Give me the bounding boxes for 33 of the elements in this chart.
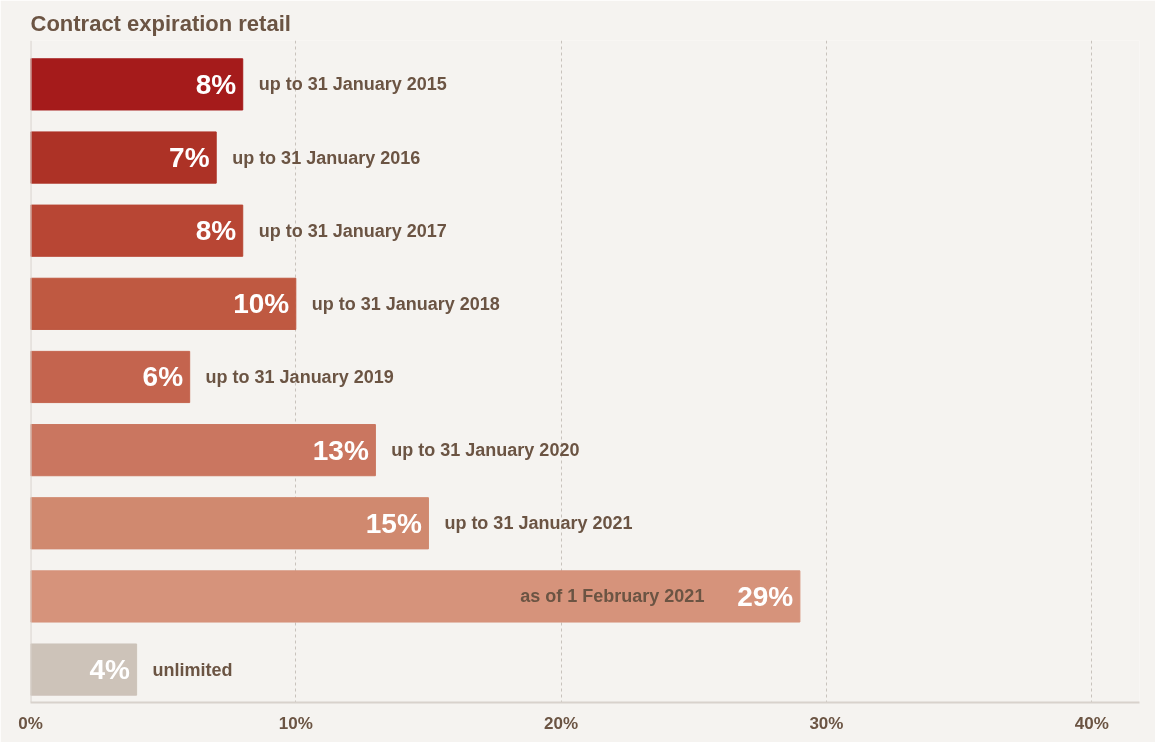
x-tick-label: 30% xyxy=(809,713,844,733)
bar xyxy=(30,204,244,257)
bar xyxy=(30,131,217,184)
data-label: 6% xyxy=(142,361,184,393)
y-tick-label: up to 31 January 2015 xyxy=(258,74,447,95)
data-label: 10% xyxy=(233,288,290,320)
x-tick-label: 0% xyxy=(18,713,43,733)
data-label: 15% xyxy=(365,507,422,539)
data-label: 8% xyxy=(195,215,237,247)
bar xyxy=(30,643,138,696)
y-tick-label: up to 31 January 2019 xyxy=(205,366,394,387)
y-tick-label: up to 31 January 2018 xyxy=(311,293,500,314)
y-tick-label: unlimited xyxy=(152,659,233,680)
x-tick-label: 10% xyxy=(278,713,313,733)
y-tick-label: as of 1 February 2021 xyxy=(520,586,705,607)
bar xyxy=(30,570,801,623)
data-label: 29% xyxy=(737,580,794,612)
bar xyxy=(30,58,244,111)
y-tick-label: up to 31 January 2017 xyxy=(258,220,447,241)
bar xyxy=(30,277,297,330)
bar xyxy=(30,424,376,477)
data-label: 8% xyxy=(195,68,237,100)
x-tick-label: 40% xyxy=(1074,713,1109,733)
data-label: 13% xyxy=(312,434,369,466)
chart-title: Contract expiration retail xyxy=(30,10,291,36)
bar xyxy=(30,497,429,550)
y-tick-label: up to 31 January 2020 xyxy=(391,440,580,461)
x-tick-label: 20% xyxy=(544,713,579,733)
data-label: 4% xyxy=(89,654,131,686)
y-tick-label: up to 31 January 2021 xyxy=(444,513,633,534)
bar xyxy=(30,350,191,404)
y-tick-label: up to 31 January 2016 xyxy=(232,147,421,168)
data-label: 7% xyxy=(169,142,210,174)
